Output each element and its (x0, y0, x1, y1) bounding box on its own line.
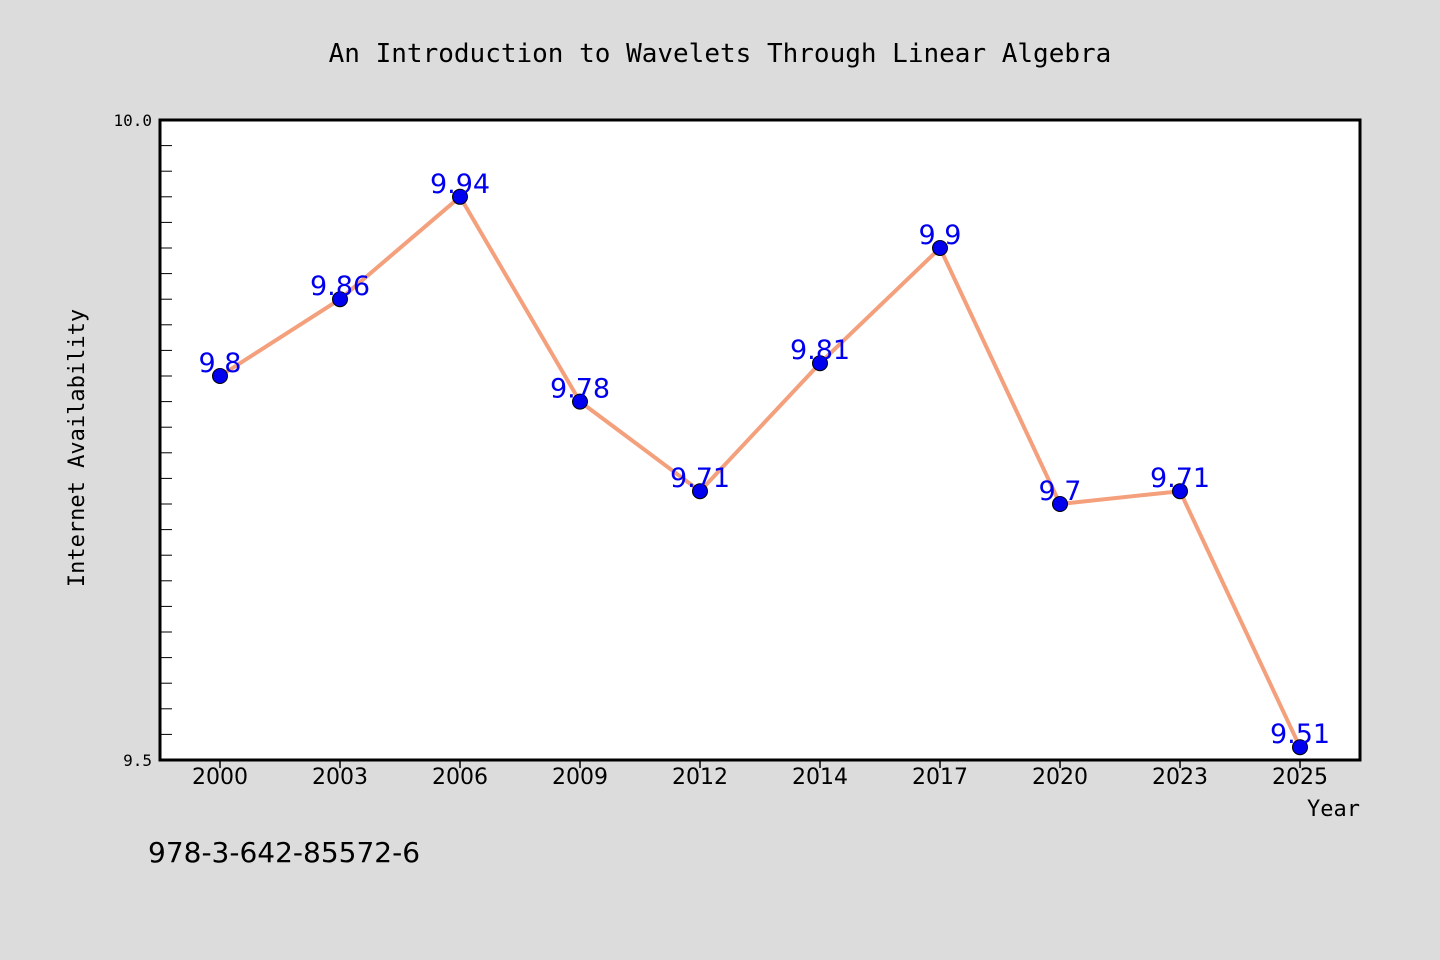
y-tick-label-top: 10.0 (113, 111, 152, 130)
data-point (572, 393, 588, 410)
series-line (218, 194, 1302, 750)
data-point (452, 188, 468, 205)
plot-area (158, 118, 1362, 762)
x-axis-label: Year (1307, 797, 1360, 822)
data-label: 9.8 (199, 348, 242, 379)
data-label: 9.51 (1270, 719, 1330, 750)
y-tick-label-bottom: 9.5 (123, 751, 152, 770)
x-tick-label: 2009 (552, 765, 608, 790)
data-label: 9.7 (1039, 476, 1082, 507)
data-label: 9.94 (430, 169, 490, 200)
x-tick-label: 2003 (312, 765, 368, 790)
data-point (692, 483, 708, 500)
data-label: 9.71 (670, 463, 730, 494)
data-label: 9.78 (550, 374, 610, 405)
x-tick-label: 2000 (192, 765, 248, 790)
data-label: 9.81 (790, 335, 850, 366)
data-point (932, 240, 948, 256)
x-tick-label: 2017 (912, 765, 968, 790)
x-tick-label: 2014 (792, 765, 848, 790)
data-point (1052, 496, 1068, 512)
chart-title: An Introduction to Wavelets Through Line… (329, 39, 1112, 69)
data-label: 9.71 (1150, 463, 1210, 494)
data-labels: 9.8 9.86 9.94 9.78 9.71 9.81 9.9 9.7 9.71 9.51 (199, 169, 1331, 750)
x-axis-ticks: 2000 2003 2006 2009 2012 2014 2017 2020 2023 2025 (192, 760, 1328, 790)
data-point (1172, 483, 1188, 500)
data-point (812, 355, 828, 372)
y-minor-ticks (160, 119, 172, 761)
x-tick-label: 2023 (1152, 765, 1208, 790)
data-label: 9.9 (919, 220, 962, 251)
data-point (332, 291, 348, 308)
data-point (212, 368, 228, 384)
x-tick-label: 2025 (1272, 765, 1328, 790)
data-label: 9.86 (310, 271, 370, 302)
x-tick-label: 2020 (1032, 765, 1088, 790)
isbn-text: 978-3-642-85572-6 (148, 836, 420, 869)
x-tick-label: 2006 (432, 765, 488, 790)
y-axis-label: Internet Availability (65, 309, 90, 587)
series-line-group (218, 194, 1302, 750)
data-markers (212, 188, 1308, 756)
x-tick-label: 2012 (672, 765, 728, 790)
data-point (1292, 739, 1308, 756)
